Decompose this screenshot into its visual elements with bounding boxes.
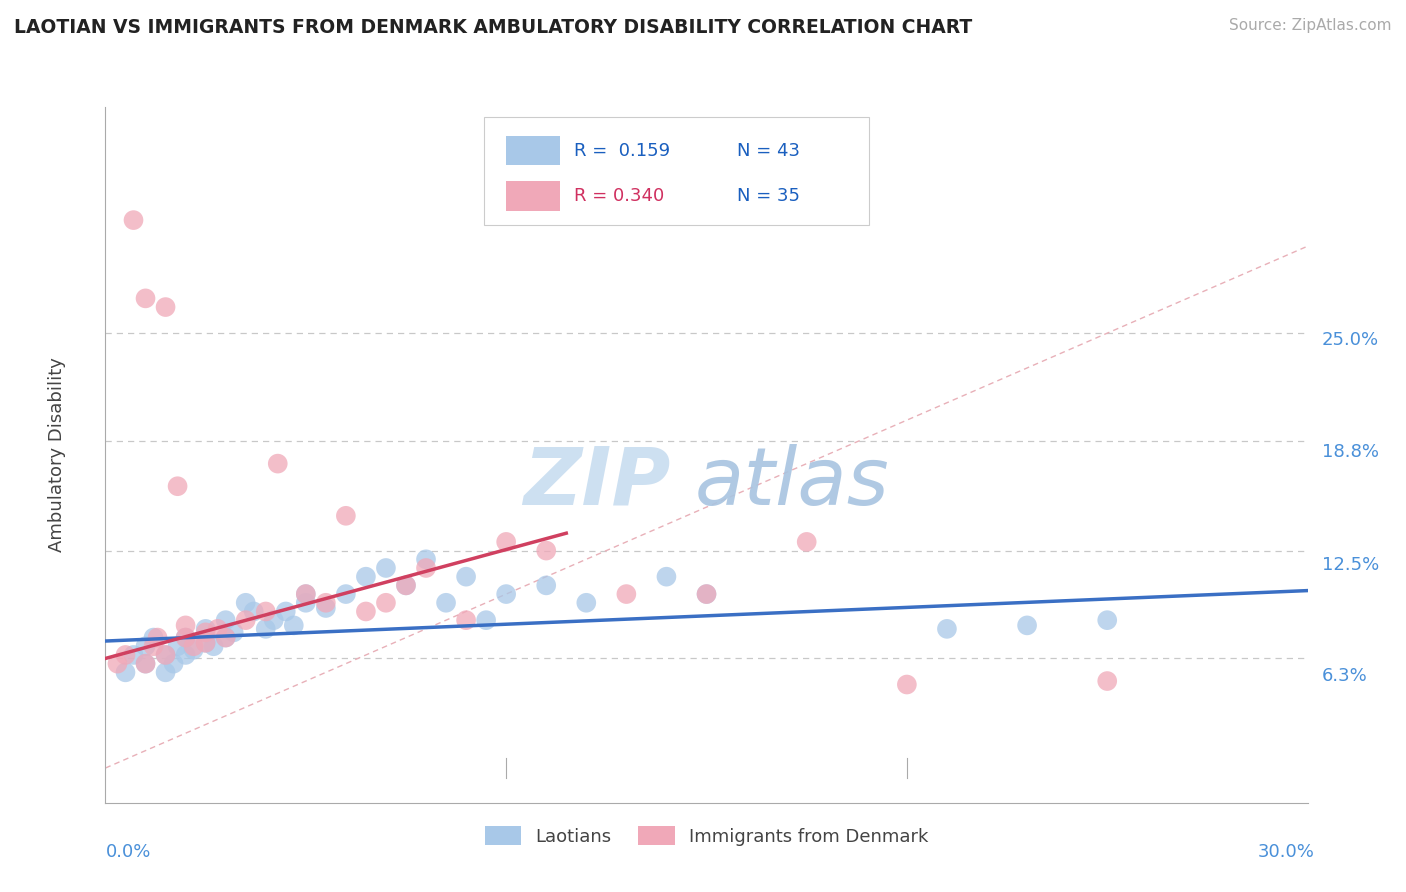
Point — [415, 552, 437, 566]
Point — [254, 622, 277, 636]
Point — [194, 636, 217, 650]
Point — [696, 587, 718, 601]
Point — [174, 631, 197, 645]
Point — [335, 508, 357, 523]
Point — [536, 578, 558, 592]
Point — [1097, 613, 1119, 627]
Point — [202, 639, 225, 653]
Point — [214, 613, 236, 627]
Text: 0.0%: 0.0% — [105, 843, 150, 861]
Point — [155, 665, 177, 680]
Point — [183, 639, 205, 653]
Point — [254, 605, 277, 619]
Point — [135, 657, 157, 671]
Point — [267, 457, 290, 471]
Point — [155, 648, 177, 662]
Point — [183, 642, 205, 657]
Point — [1097, 674, 1119, 689]
Point — [174, 631, 197, 645]
Point — [122, 213, 145, 227]
Point — [415, 561, 437, 575]
FancyBboxPatch shape — [506, 181, 560, 211]
Point — [235, 613, 257, 627]
Point — [135, 657, 157, 671]
Text: R =  0.159: R = 0.159 — [574, 142, 671, 160]
Point — [166, 639, 188, 653]
Point — [1017, 618, 1039, 632]
Point — [155, 300, 177, 314]
Point — [107, 657, 129, 671]
Point — [135, 291, 157, 305]
Point — [375, 561, 398, 575]
FancyBboxPatch shape — [506, 136, 560, 166]
Point — [214, 631, 236, 645]
Point — [263, 613, 285, 627]
Point — [456, 570, 478, 584]
Text: 6.3%: 6.3% — [1322, 667, 1368, 685]
Point — [162, 657, 184, 671]
Point — [335, 587, 357, 601]
Text: 30.0%: 30.0% — [1258, 843, 1315, 861]
Point — [142, 631, 165, 645]
Point — [295, 587, 318, 601]
Point — [194, 625, 217, 640]
Point — [274, 605, 297, 619]
Point — [315, 596, 337, 610]
Point — [395, 578, 418, 592]
Point — [796, 534, 818, 549]
Point — [456, 613, 478, 627]
Point — [354, 605, 377, 619]
Point — [207, 622, 229, 636]
Point — [354, 570, 377, 584]
Point — [434, 596, 457, 610]
Point — [155, 648, 177, 662]
Point — [122, 648, 145, 662]
Text: Source: ZipAtlas.com: Source: ZipAtlas.com — [1229, 18, 1392, 33]
Point — [655, 570, 678, 584]
Point — [222, 625, 245, 640]
Point — [194, 636, 217, 650]
Point — [936, 622, 959, 636]
Point — [536, 543, 558, 558]
Point — [495, 587, 517, 601]
Point — [616, 587, 638, 601]
Point — [295, 587, 318, 601]
Point — [166, 479, 188, 493]
Text: 25.0%: 25.0% — [1322, 332, 1379, 350]
Point — [174, 648, 197, 662]
Text: 18.8%: 18.8% — [1322, 442, 1379, 460]
Point — [135, 639, 157, 653]
Point — [146, 631, 169, 645]
Point — [114, 648, 136, 662]
FancyBboxPatch shape — [484, 118, 869, 226]
Point — [235, 596, 257, 610]
Text: N = 35: N = 35 — [737, 187, 800, 205]
Point — [114, 665, 136, 680]
Point — [194, 622, 217, 636]
Text: Ambulatory Disability: Ambulatory Disability — [48, 358, 66, 552]
Point — [395, 578, 418, 592]
Text: N = 43: N = 43 — [737, 142, 800, 160]
Point — [174, 618, 197, 632]
Legend: Laotians, Immigrants from Denmark: Laotians, Immigrants from Denmark — [478, 819, 935, 853]
Point — [242, 605, 264, 619]
Text: atlas: atlas — [695, 443, 889, 522]
Text: R = 0.340: R = 0.340 — [574, 187, 665, 205]
Point — [315, 601, 337, 615]
Point — [696, 587, 718, 601]
Text: 12.5%: 12.5% — [1322, 556, 1379, 574]
Text: ZIP: ZIP — [523, 443, 671, 522]
Point — [214, 631, 236, 645]
Text: LAOTIAN VS IMMIGRANTS FROM DENMARK AMBULATORY DISABILITY CORRELATION CHART: LAOTIAN VS IMMIGRANTS FROM DENMARK AMBUL… — [14, 18, 973, 37]
Point — [283, 618, 305, 632]
Point — [375, 596, 398, 610]
Point — [475, 613, 498, 627]
Point — [896, 677, 918, 691]
Point — [142, 639, 165, 653]
Point — [495, 534, 517, 549]
Point — [575, 596, 598, 610]
Point — [295, 596, 318, 610]
